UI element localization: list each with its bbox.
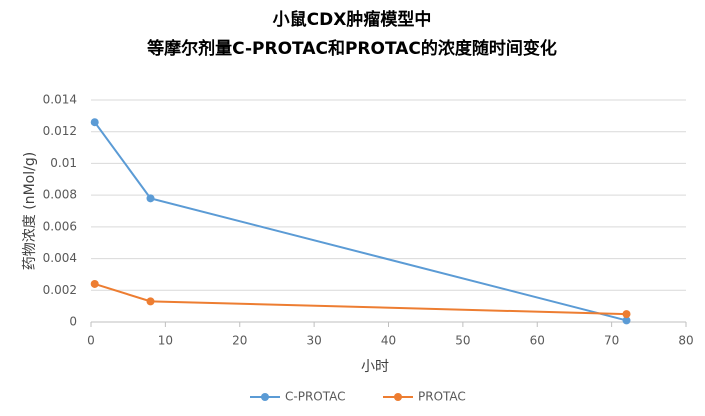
y-tick-label: 0.014 xyxy=(43,93,77,107)
x-tick-label: 70 xyxy=(604,334,619,348)
y-tick-label: 0.004 xyxy=(43,251,77,265)
x-tick-label: 10 xyxy=(158,334,173,348)
x-tick-label: 40 xyxy=(381,334,396,348)
legend-label: PROTAC xyxy=(418,390,466,404)
x-tick-label: 30 xyxy=(306,334,321,348)
data-point xyxy=(146,297,155,306)
chart-title: 等摩尔剂量C-PROTAC和PROTAC的浓度随时间变化 xyxy=(147,38,557,59)
legend-marker xyxy=(394,393,402,401)
chart-title: 小鼠CDX肿瘤模型中 xyxy=(273,9,432,30)
data-point xyxy=(90,279,99,288)
y-tick-label: 0.008 xyxy=(43,188,77,202)
x-tick-label: 80 xyxy=(678,334,693,348)
x-tick-label: 50 xyxy=(455,334,470,348)
data-point xyxy=(146,194,155,203)
y-axis-title: 药物浓度 (nMol/g) xyxy=(22,152,38,270)
x-tick-label: 0 xyxy=(87,334,95,348)
y-tick-label: 0.006 xyxy=(43,219,77,233)
data-point xyxy=(622,310,631,319)
legend-marker xyxy=(261,393,269,401)
y-tick-label: 0.01 xyxy=(50,156,77,170)
y-tick-label: 0 xyxy=(69,315,77,329)
x-tick-label: 20 xyxy=(232,334,247,348)
legend-label: C-PROTAC xyxy=(285,390,346,404)
x-axis-title: 小时 xyxy=(361,359,389,375)
data-point xyxy=(622,316,631,325)
y-tick-label: 0.012 xyxy=(43,124,77,138)
data-point xyxy=(90,118,99,127)
y-tick-label: 0.002 xyxy=(43,283,77,297)
x-tick-label: 60 xyxy=(530,334,545,348)
